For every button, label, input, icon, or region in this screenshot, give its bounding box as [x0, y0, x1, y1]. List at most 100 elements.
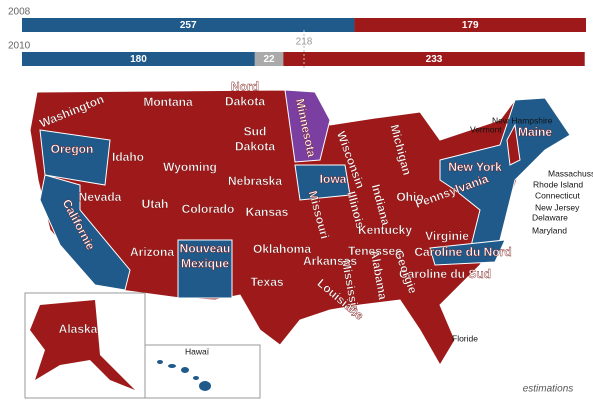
- alaska: [30, 300, 135, 390]
- state-label: Massachussetts: [548, 168, 593, 178]
- state-name: Rhode Island: [533, 179, 583, 189]
- state-name: Nebraska: [228, 174, 282, 188]
- california: [39, 174, 131, 291]
- state-name: Dakota: [225, 95, 265, 109]
- state-name: Alaska: [59, 322, 98, 336]
- state-label: New Hampshire: [492, 115, 553, 125]
- state-label: Oregon: [50, 142, 93, 156]
- state-name: Delaware: [532, 212, 568, 222]
- state-label: Caroline du Sud: [399, 267, 491, 281]
- state-label: Texas: [250, 275, 284, 289]
- state-name: Utah: [142, 197, 169, 211]
- state-label: Rhode Island: [533, 179, 583, 189]
- state-label: Maine: [518, 125, 553, 139]
- hawaii-box: [144, 344, 261, 399]
- state-name: Caroline du Sud: [399, 267, 491, 281]
- state-label: Iowa: [319, 172, 347, 186]
- minnesota: [284, 89, 331, 163]
- state-label: Nebraska: [228, 174, 283, 188]
- segment-label: 257: [180, 20, 197, 31]
- segment-label: 233: [426, 54, 443, 65]
- state-label: Ohio: [396, 190, 424, 204]
- state-name: Massachussetts: [548, 168, 593, 178]
- state-label: Colorado: [181, 202, 235, 216]
- bar-segment: [22, 18, 355, 32]
- year-label: 2010: [8, 41, 31, 52]
- bar-segment: [254, 52, 284, 66]
- state-name: Arizona: [130, 245, 174, 259]
- segment-label: 180: [130, 54, 147, 65]
- state-name: Hawaï: [185, 346, 210, 356]
- bar-segment: [283, 52, 585, 66]
- state-label: Kansas: [245, 205, 289, 219]
- state-name: Colorado: [182, 202, 235, 216]
- north-carolina: [429, 239, 506, 266]
- state-name: New Hampshire: [492, 115, 553, 125]
- new-hampshire: [506, 123, 521, 166]
- state-label: Utah: [141, 197, 169, 211]
- year-label: 2008: [8, 7, 31, 18]
- state-name: Kansas: [246, 205, 289, 219]
- bar-segment: [354, 18, 586, 32]
- majority-label: 218: [296, 37, 313, 48]
- state-label: Vermont: [470, 124, 502, 134]
- north-east: [439, 97, 571, 263]
- bar-segment: [22, 52, 255, 66]
- state-label: Idaho: [112, 150, 144, 164]
- state-label: Virginie: [425, 229, 470, 243]
- state-label: Connecticut: [535, 190, 581, 200]
- state-name: Sud: [244, 125, 267, 139]
- state-label: New York: [448, 160, 502, 174]
- state-label: New Jersey: [535, 202, 580, 212]
- iowa: [294, 164, 351, 201]
- state-name: Maine: [518, 125, 552, 139]
- state-name: Connecticut: [535, 190, 581, 200]
- segment-label: 179: [462, 20, 479, 31]
- state-label: Tenessee: [348, 244, 403, 258]
- oregon: [39, 129, 111, 186]
- map: [24, 89, 571, 399]
- state-label: Kentucky: [358, 223, 413, 237]
- note: estimations: [523, 384, 574, 395]
- state-label: Maryland: [532, 225, 567, 235]
- state-label: Delaware: [532, 212, 568, 222]
- state-name: Nevada: [79, 190, 122, 204]
- state-label: Arizona: [130, 245, 175, 259]
- state-label: Wyoming: [163, 160, 217, 174]
- state-label: Nevada: [78, 190, 122, 204]
- state-label: Hawaï: [185, 346, 210, 356]
- state-name: New York: [448, 160, 502, 174]
- state-name: Dakota: [235, 140, 275, 154]
- state-name: Kentucky: [358, 223, 412, 237]
- state-name: Ohio: [396, 190, 423, 204]
- state-label: Floride: [452, 333, 478, 343]
- state-name: New Jersey: [535, 202, 580, 212]
- state-name: Nouveau: [180, 242, 231, 256]
- state-name: Montana: [143, 95, 193, 109]
- state-name: Maryland: [532, 225, 567, 235]
- state-name: Oklahoma: [253, 242, 311, 256]
- state-name: Texas: [250, 275, 283, 289]
- state-name: Mexique: [181, 257, 229, 271]
- state-label: Alaska: [58, 322, 98, 336]
- state-name: Iowa: [320, 172, 347, 186]
- state-label: Caroline du Nord: [414, 245, 512, 259]
- state-label: Arkansas: [303, 254, 358, 268]
- state-name: Wyoming: [163, 160, 217, 174]
- state-name: Vermont: [470, 124, 502, 134]
- hawaii: [157, 360, 211, 391]
- state-label: Montana: [143, 95, 193, 109]
- state-label: Oklahoma: [253, 242, 312, 256]
- state-name: Tenessee: [348, 244, 402, 258]
- new-mexico: [177, 239, 233, 299]
- segment-label: 22: [264, 54, 276, 65]
- state-name: Virginie: [425, 229, 469, 243]
- state-name: Nord: [231, 80, 259, 94]
- state-name: Caroline du Nord: [414, 245, 511, 259]
- state-name: Floride: [452, 333, 478, 343]
- state-name: Idaho: [112, 150, 144, 164]
